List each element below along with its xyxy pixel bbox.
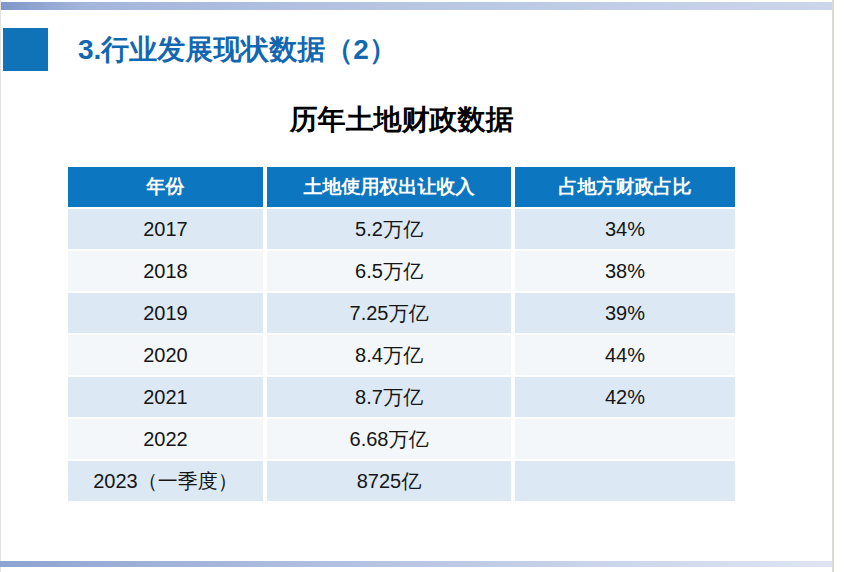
land-finance-table: 年份 土地使用权出让收入 占地方财政占比 2017 5.2万亿 34% 2018… <box>68 167 735 501</box>
cell-ratio: 42% <box>515 377 735 417</box>
table-row: 2022 6.68万亿 <box>68 419 735 459</box>
slide-title: 3.行业发展现状数据（2） <box>78 28 397 71</box>
cell-year: 2017 <box>68 209 263 249</box>
cell-income: 6.5万亿 <box>267 251 511 291</box>
cell-income: 8.7万亿 <box>267 377 511 417</box>
table-title: 历年土地财政数据 <box>68 101 735 139</box>
table-row: 2021 8.7万亿 42% <box>68 377 735 417</box>
cell-income: 6.68万亿 <box>267 419 511 459</box>
cell-year: 2021 <box>68 377 263 417</box>
cell-ratio: 39% <box>515 293 735 333</box>
slide-left-border <box>0 0 1 572</box>
bottom-decorative-bar <box>0 561 832 567</box>
cell-ratio: 38% <box>515 251 735 291</box>
header-cell-year: 年份 <box>68 167 263 207</box>
table-header-row: 年份 土地使用权出让收入 占地方财政占比 <box>68 167 735 207</box>
cell-year: 2020 <box>68 335 263 375</box>
table-row: 2017 5.2万亿 34% <box>68 209 735 249</box>
table-row: 2020 8.4万亿 44% <box>68 335 735 375</box>
cell-ratio <box>515 461 735 501</box>
cell-year: 2022 <box>68 419 263 459</box>
header-cell-income: 土地使用权出让收入 <box>267 167 511 207</box>
slide-canvas: 3.行业发展现状数据（2） 历年土地财政数据 年份 土地使用权出让收入 占地方财… <box>0 0 844 572</box>
table-row: 2019 7.25万亿 39% <box>68 293 735 333</box>
cell-year: 2023（一季度） <box>68 461 263 501</box>
cell-income: 8725亿 <box>267 461 511 501</box>
top-decorative-bar <box>0 2 832 10</box>
cell-ratio: 34% <box>515 209 735 249</box>
table-row: 2018 6.5万亿 38% <box>68 251 735 291</box>
cell-income: 5.2万亿 <box>267 209 511 249</box>
cell-ratio <box>515 419 735 459</box>
title-accent-square <box>3 28 48 71</box>
cell-year: 2019 <box>68 293 263 333</box>
cell-year: 2018 <box>68 251 263 291</box>
cell-income: 8.4万亿 <box>267 335 511 375</box>
slide-right-border <box>832 0 834 572</box>
cell-income: 7.25万亿 <box>267 293 511 333</box>
header-cell-ratio: 占地方财政占比 <box>515 167 735 207</box>
table-row: 2023（一季度） 8725亿 <box>68 461 735 501</box>
cell-ratio: 44% <box>515 335 735 375</box>
